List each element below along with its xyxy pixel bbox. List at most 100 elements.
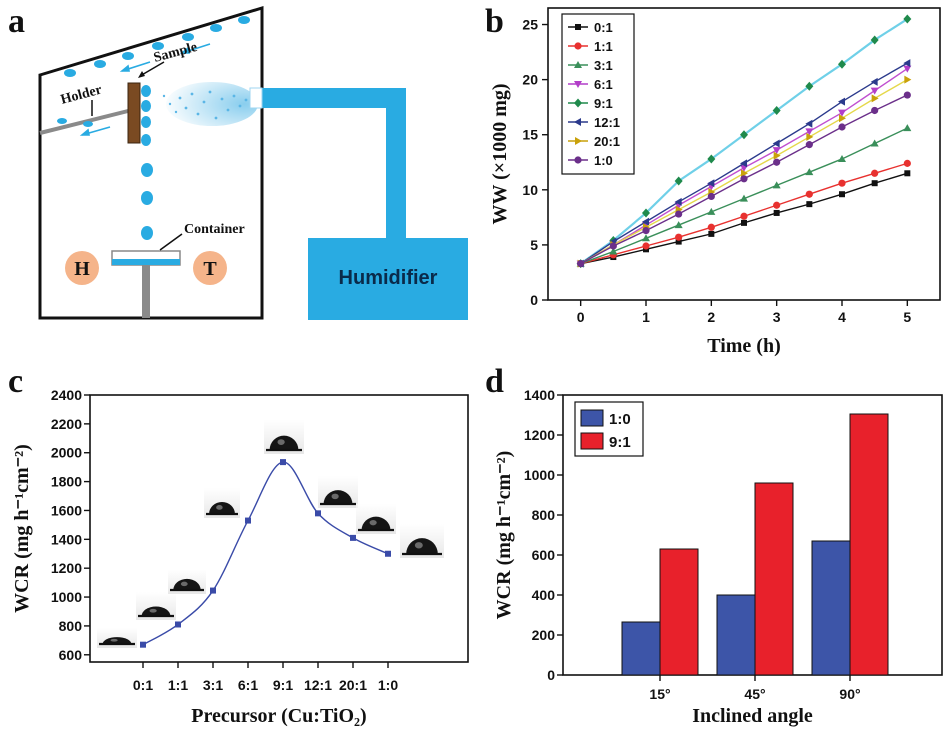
y-tick-label-d: 1400	[524, 387, 555, 403]
data-point-12:1	[805, 119, 813, 128]
y-axis-title-b: WW (×1000 mg)	[489, 83, 511, 224]
data-point-6:1	[870, 87, 879, 95]
holder-label: Holder	[59, 83, 103, 108]
legend-marker	[574, 156, 582, 164]
legend-label: 3:1	[594, 58, 613, 73]
x-tick-label-b: 1	[642, 309, 650, 325]
droplet-highlight	[216, 505, 223, 510]
data-point-1:1	[740, 212, 748, 220]
droplet-image-6	[318, 476, 358, 508]
sample-pointer	[139, 61, 165, 77]
legend-label: 0:1	[594, 20, 613, 35]
data-point-0:1	[773, 209, 780, 216]
y-tick-label-d: 1000	[524, 467, 555, 483]
x-tick-label-c: 12:1	[304, 677, 332, 693]
panel-label-d: d	[485, 363, 504, 400]
data-point-0:1	[871, 180, 878, 187]
droplet-image-2	[136, 592, 176, 620]
y-tick-label-d: 400	[532, 587, 556, 603]
legend-label: 9:1	[609, 434, 631, 451]
data-point-3:1	[674, 221, 683, 229]
legend-marker	[574, 42, 582, 50]
data-point-9:1	[642, 208, 650, 218]
stand-post	[142, 265, 150, 318]
droplet-image-3	[168, 570, 206, 594]
data-point-c	[210, 587, 216, 594]
plot-frame-b	[547, 7, 941, 301]
y-tick-label-b: 25	[522, 17, 538, 33]
chamber	[38, 5, 264, 320]
data-point-0:1	[806, 201, 813, 208]
bar-1:0	[716, 594, 756, 676]
x-tick-label-c: 1:0	[378, 677, 398, 693]
y-tick-label-b: 20	[522, 72, 538, 88]
data-point-20:1	[839, 114, 846, 123]
data-point-0:1	[675, 238, 682, 245]
data-point-12:1	[740, 159, 747, 168]
x-tick-label-c: 0:1	[133, 677, 153, 693]
x-tick-label-c: 3:1	[203, 677, 223, 693]
y-tick-label-d: 200	[532, 627, 556, 643]
x-tick-label-b: 0	[577, 309, 585, 325]
droplet-highlight	[180, 581, 188, 587]
data-point-12:1	[642, 217, 649, 226]
panel-label-c: c	[8, 363, 23, 400]
data-point-20:1	[741, 169, 748, 178]
panel-d: d 0 200 400 600 800 1000 1200 1400 15° 45° 90° Incl…	[485, 363, 943, 727]
data-point-9:1	[838, 59, 846, 69]
bar-9:1	[849, 413, 889, 676]
chart-b: 0 1 2 3 4 5 0 5 10 15 20 25 Time (h) WW (×1000 mg) 0:1…	[489, 7, 941, 357]
data-point-1:1	[871, 169, 879, 177]
data-point-9:1	[707, 154, 716, 164]
droplet-highlight	[369, 520, 377, 526]
data-point-6:1	[772, 147, 781, 155]
y-tick-label-b: 0	[530, 292, 538, 308]
x-tick-label-d: 15°	[649, 686, 670, 702]
droplet-image-1	[97, 628, 137, 648]
x-tick-label-b: 5	[903, 309, 911, 325]
legend-label: 1:1	[594, 39, 613, 54]
data-point-3:1	[707, 207, 716, 215]
x-tick-label-c: 6:1	[238, 677, 258, 693]
y-tick-label-c: 2400	[51, 387, 82, 403]
legend-marker	[574, 61, 582, 68]
y-tick-label-b: 15	[522, 127, 538, 143]
legend-label: 1:0	[609, 411, 631, 428]
ceiling-droplets	[64, 16, 250, 77]
data-point-1:0	[707, 192, 715, 201]
legend-label: 20:1	[594, 134, 620, 149]
data-point-3:1	[805, 168, 814, 176]
droplet-image-7	[356, 504, 396, 534]
x-tick-label-d: 45°	[744, 686, 765, 702]
bar-9:1	[659, 548, 699, 676]
droplet-highlight	[277, 439, 285, 445]
y-tick-label-d: 600	[532, 547, 556, 563]
droplet-highlight	[110, 638, 118, 642]
data-point-3:1	[772, 181, 781, 189]
data-point-3:1	[609, 247, 618, 255]
data-point-12:1	[903, 59, 911, 68]
data-point-1:0	[773, 158, 781, 166]
droplet-highlight	[331, 493, 339, 500]
data-point-9:1	[772, 105, 781, 115]
data-point-9:1	[870, 35, 879, 45]
humidifier-box	[308, 238, 468, 320]
data-point-1:0	[577, 260, 585, 268]
y-tick-label-c: 2000	[51, 445, 82, 461]
droplet-image-8	[400, 524, 444, 558]
data-point-1:0	[609, 242, 617, 250]
data-point-1:1	[642, 242, 650, 250]
container-water	[112, 259, 180, 265]
data-point-12:1	[772, 139, 780, 148]
nozzle	[249, 87, 263, 109]
data-point-12:1	[838, 97, 845, 106]
x-axis-title-d: Inclined angle	[692, 705, 813, 727]
data-point-1:1	[675, 233, 683, 241]
droplet-highlight	[149, 608, 157, 613]
y-tick-label-c: 800	[59, 618, 83, 634]
data-point-0:1	[741, 219, 747, 226]
data-point-0:1	[839, 191, 845, 198]
data-point-20:1	[871, 94, 879, 103]
data-point-c	[140, 641, 146, 648]
